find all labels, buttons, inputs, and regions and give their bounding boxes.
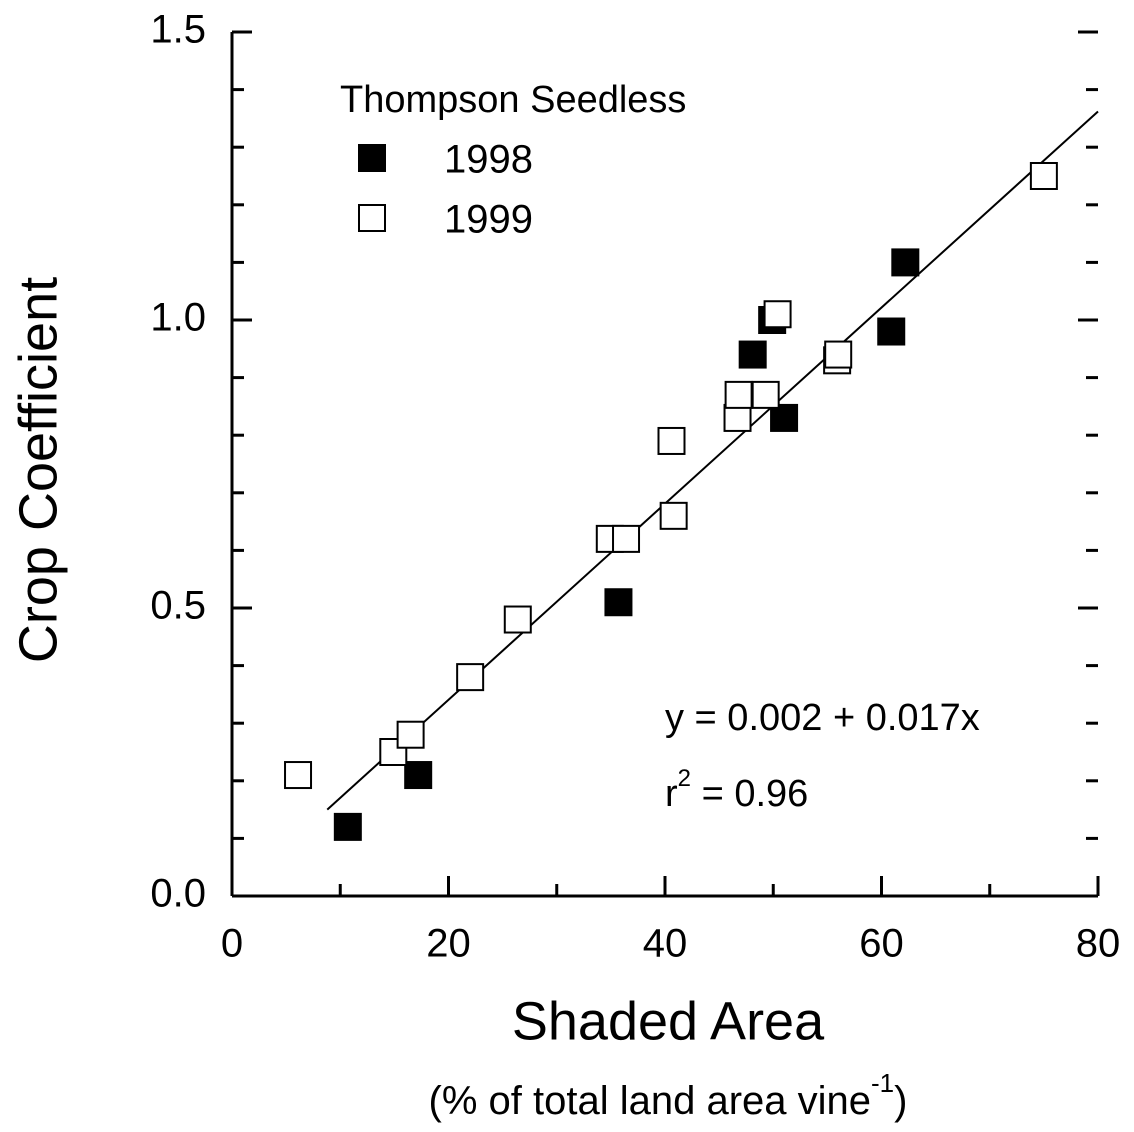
point: [503, 605, 532, 634]
r-squared-sup: 2: [678, 765, 691, 792]
point: [333, 812, 362, 841]
point: [404, 761, 433, 790]
point: [738, 340, 767, 369]
point: [659, 501, 688, 530]
y-tick-label: 1.0: [150, 296, 206, 340]
y-axis-title: Crop Coefficient: [8, 277, 68, 663]
legend-title: Thompson Seedless: [340, 79, 686, 121]
point: [723, 403, 752, 432]
x-axis-subtitle-base: (% of total land area vine: [429, 1079, 871, 1123]
y-tick-label: 0.5: [150, 584, 206, 628]
r-squared: r2 = 0.96: [665, 765, 808, 815]
y-tick-label: 1.5: [150, 8, 206, 52]
equation: y = 0.002 + 0.017x: [665, 697, 980, 739]
r-squared-base: r: [665, 773, 678, 815]
x-tick-label: 60: [859, 922, 904, 966]
legend-label: 1998: [444, 138, 533, 182]
x-tick-label: 20: [426, 922, 471, 966]
point: [763, 300, 792, 329]
x-axis-subtitle: (% of total land area vine-1): [429, 1068, 908, 1123]
point: [604, 588, 633, 617]
x-axis-title: Shaded Area: [512, 991, 825, 1051]
legend-marker: [358, 144, 386, 172]
point: [891, 248, 920, 277]
point: [1029, 162, 1058, 190]
legend-marker: [358, 204, 386, 232]
r-squared-end: = 0.96: [691, 773, 808, 815]
x-tick-label: 40: [643, 922, 688, 966]
point: [751, 380, 780, 409]
point: [284, 761, 313, 790]
point: [612, 524, 641, 553]
point: [456, 663, 485, 692]
point: [724, 380, 753, 409]
legend-label: 1999: [444, 198, 533, 242]
x-tick-label: 0: [221, 922, 243, 966]
x-tick-label: 80: [1076, 922, 1121, 966]
x-axis-subtitle-sup: -1: [871, 1068, 894, 1098]
y-tick-label: 0.0: [150, 872, 206, 916]
point: [657, 426, 686, 455]
point: [396, 720, 425, 749]
fit-line: [326, 110, 1099, 811]
point: [877, 317, 906, 346]
x-axis-subtitle-end: ): [894, 1079, 907, 1123]
point: [824, 340, 853, 369]
point: [770, 403, 799, 432]
